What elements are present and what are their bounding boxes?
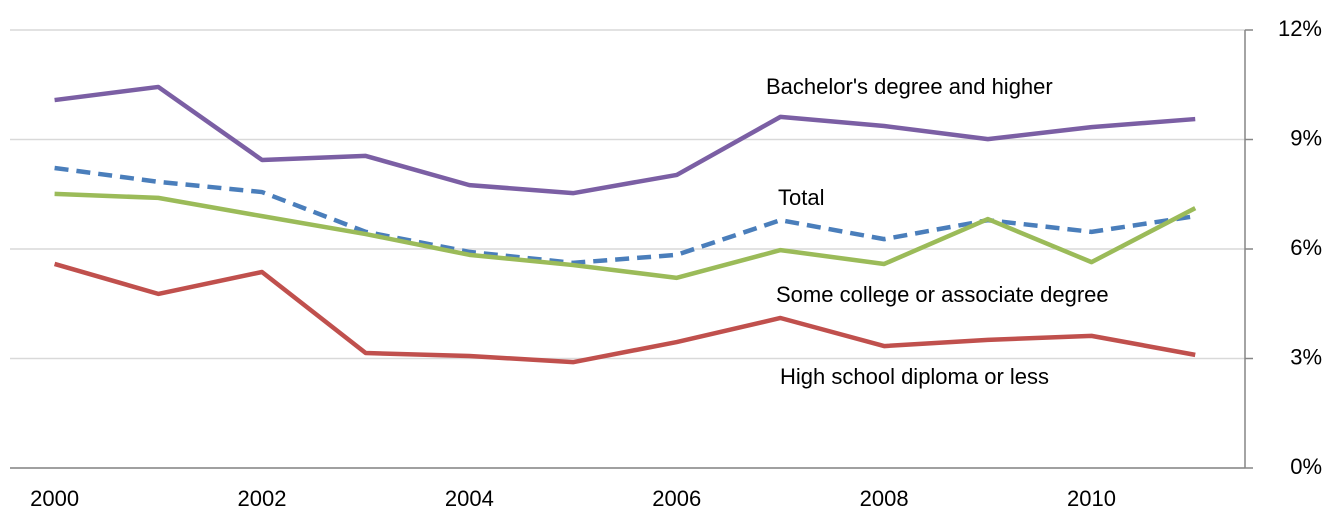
y-tick-label: 3% bbox=[1290, 344, 1322, 369]
series-label: Total bbox=[778, 185, 824, 210]
x-tick-label: 2000 bbox=[30, 486, 79, 511]
x-tick-label: 2006 bbox=[652, 486, 701, 511]
y-tick-label: 12% bbox=[1278, 16, 1322, 41]
series-label: Some college or associate degree bbox=[776, 282, 1109, 307]
line-series bbox=[54, 84, 1196, 196]
y-tick-label: 6% bbox=[1290, 235, 1322, 260]
x-tick-label: 2002 bbox=[238, 486, 287, 511]
line-series bbox=[53, 261, 1196, 365]
line-series bbox=[54, 165, 1196, 266]
x-tick-label: 2010 bbox=[1067, 486, 1116, 511]
y-tick-label: 0% bbox=[1290, 454, 1322, 479]
line-series bbox=[54, 191, 1197, 281]
x-tick-label: 2008 bbox=[860, 486, 909, 511]
x-tick-label: 2004 bbox=[445, 486, 494, 511]
y-tick-label: 9% bbox=[1290, 125, 1322, 150]
series-label: Bachelor's degree and higher bbox=[766, 74, 1053, 99]
series-label: High school diploma or less bbox=[780, 364, 1049, 389]
